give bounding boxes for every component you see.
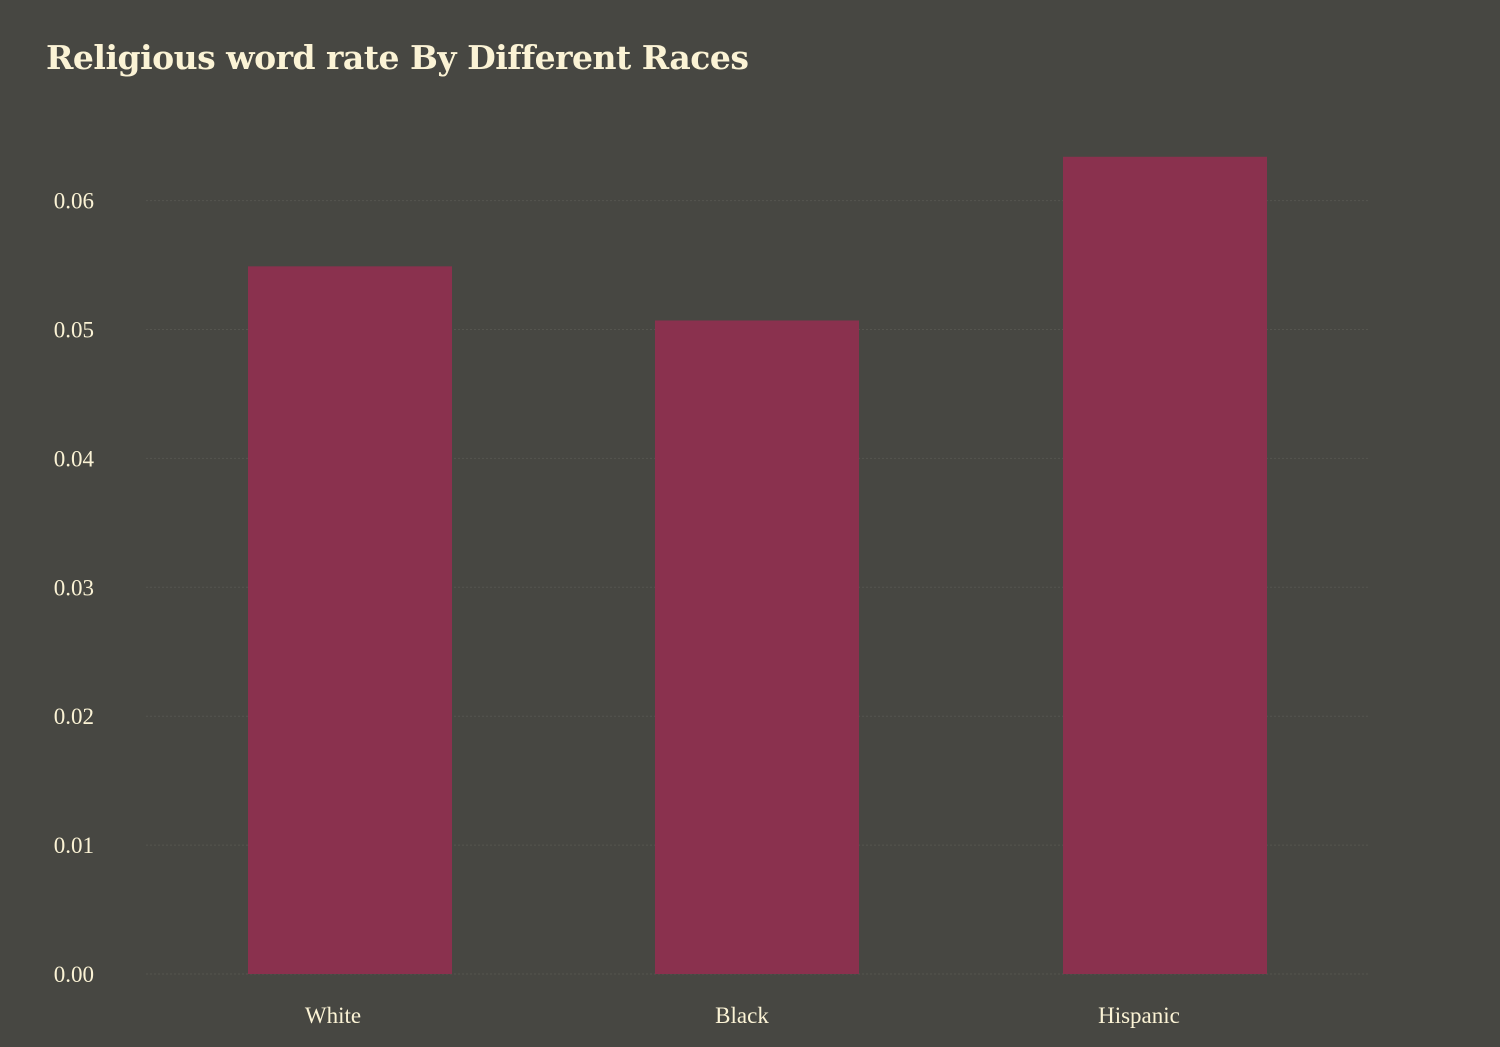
x-category-label-hispanic: Hispanic	[1098, 1003, 1180, 1028]
y-axis-tick-labels: 0.00 0.01 0.02 0.03 0.04 0.05 0.06	[54, 189, 95, 987]
chart-title: Religious word rate By Different Races	[46, 38, 749, 77]
y-tick-label: 0.01	[54, 833, 94, 858]
bar-white	[248, 266, 452, 974]
y-tick-label: 0.04	[54, 446, 95, 471]
y-tick-label: 0.06	[54, 189, 94, 214]
bar-black	[655, 320, 859, 974]
y-tick-label: 0.03	[54, 575, 94, 600]
x-axis-category-labels: White Black Hispanic	[305, 1003, 1180, 1028]
x-category-label-black: Black	[715, 1003, 769, 1028]
x-category-label-white: White	[305, 1003, 361, 1028]
y-tick-label: 0.00	[54, 962, 94, 987]
bars	[248, 156, 1267, 975]
y-tick-label: 0.05	[54, 318, 94, 343]
bar-hispanic	[1063, 156, 1267, 975]
y-tick-label: 0.02	[54, 704, 94, 729]
